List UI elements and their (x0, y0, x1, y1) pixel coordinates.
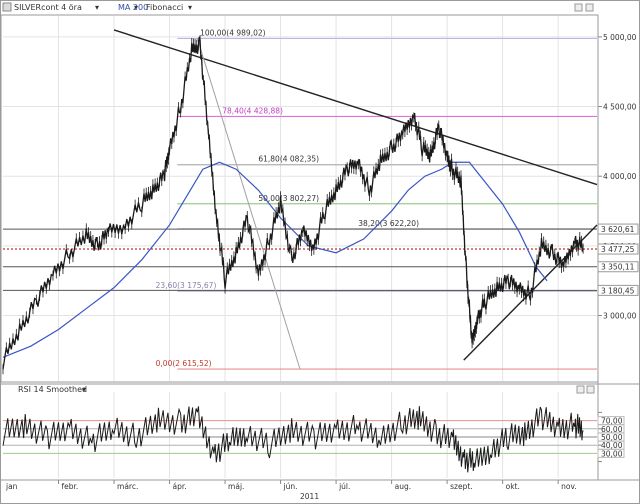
y-tick-label: 4 000,00 (603, 172, 637, 181)
rsi-header: RSI 14 Smoothed ▾ (18, 385, 595, 394)
rsi-level-label: 30,00 (601, 449, 623, 458)
x-tick-label: szept. (450, 482, 473, 491)
settings-icon[interactable] (2, 2, 12, 12)
price-tag (597, 284, 639, 296)
price-tag-label: 3 350,11 (601, 263, 635, 272)
fibonacci-level-label: 0,00(2 615,52) (156, 359, 212, 368)
fibonacci-level-label: 61,80(4 082,35) (258, 155, 319, 164)
fibonacci-level-label: 23,60(3 175,67) (156, 281, 217, 290)
fibonacci-level-label: 50,00(3 802,27) (258, 194, 319, 203)
rsi-minimize-button[interactable] (576, 385, 585, 394)
rsi-level-tag (597, 448, 625, 458)
ma-indicator-label[interactable]: MA 200 (118, 3, 148, 12)
ma-dropdown-icon[interactable]: ▾ (134, 3, 138, 12)
window-controls (574, 3, 594, 12)
instrument-selector[interactable]: SILVERcont 4 öra (14, 3, 82, 12)
price-tags: 3 620,61 3 477,25 3 350,11 3 180,45 (597, 223, 639, 296)
minimize-button[interactable] (574, 3, 583, 12)
x-tick-label: nov. (561, 482, 577, 491)
rsi-dropdown-icon[interactable]: ▾ (82, 385, 86, 394)
y-tick-label: 4 500,00 (603, 103, 637, 112)
fibonacci-level-label: 38,20(3 622,20) (358, 219, 419, 228)
x-tick-label: febr. (62, 482, 79, 491)
instrument-dropdown-icon[interactable]: ▾ (95, 3, 99, 12)
x-tick-label: aug. (395, 482, 412, 491)
x-tick-label: jan (5, 482, 18, 491)
ma-200-line (2, 161, 548, 358)
year-label: 2011 (300, 492, 319, 501)
x-tick-label: júl. (338, 482, 350, 491)
rsi-level-label: 70,00 (601, 417, 623, 426)
price-tag-label: 3 477,25 (601, 245, 635, 254)
price-tag-label: 3 180,45 (601, 286, 635, 295)
price-tag (597, 223, 639, 235)
ma-200-path (2, 161, 548, 358)
rsi-line (2, 406, 584, 473)
y-tick-label: 5 000,00 (603, 33, 637, 42)
price-tag (597, 243, 639, 255)
fib-diagonal-line[interactable] (196, 38, 301, 370)
x-tick-label: jún. (283, 482, 298, 491)
price-tag (597, 261, 639, 273)
rsi-level-label: 60,00 (601, 425, 623, 434)
price-tag-label: 3 620,61 (601, 225, 635, 234)
x-tick-label: máj. (228, 482, 244, 491)
rsi-level-label: 40,00 (601, 441, 623, 450)
rsi-path (2, 406, 584, 473)
rsi-level-label: 50,00 (601, 433, 623, 442)
fibonacci-level-label: 100,00(4 989,02) (200, 28, 266, 37)
x-axis: jan febr. márc. ápr. máj. jún. júl. aug. szept. o… (5, 480, 577, 491)
rsi-y-axis (598, 411, 602, 463)
y-tick-label: 3 000,00 (603, 312, 637, 321)
rsi-close-button[interactable] (586, 385, 595, 394)
x-tick-label: márc. (117, 482, 138, 491)
x-tick-label: ápr. (173, 482, 187, 491)
close-button[interactable] (585, 3, 594, 12)
horizontal-lines (3, 228, 597, 291)
fibonacci-level-label: 78,40(4 428,88) (222, 106, 283, 115)
fibonacci-tool-label[interactable]: Fibonacci (146, 3, 183, 12)
fibonacci-dropdown-icon[interactable]: ▾ (188, 3, 192, 12)
downtrend-line[interactable] (113, 29, 598, 186)
price-line (2, 34, 584, 375)
toolbar: SILVERcont 4 öra ▾ MA 200 ▾ Fibonacci ▾ (2, 2, 594, 12)
x-tick-label: okt. (506, 482, 520, 491)
rsi-label[interactable]: RSI 14 Smoothed (18, 385, 87, 394)
